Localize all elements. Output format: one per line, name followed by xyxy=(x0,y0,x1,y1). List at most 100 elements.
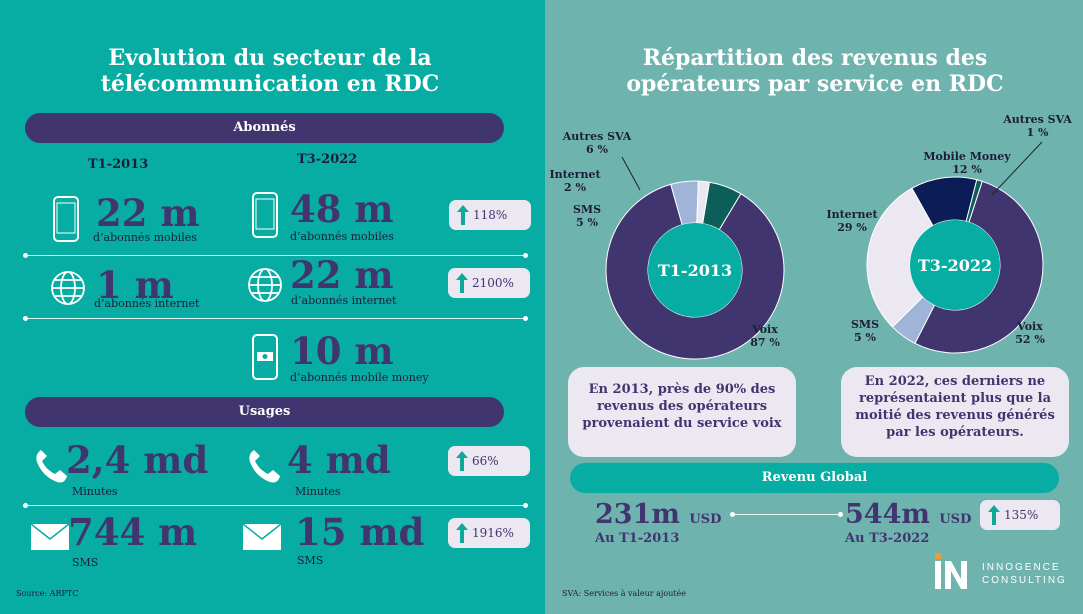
revenue-growth-value: 135% xyxy=(1004,508,1039,522)
internet-2013-value: 1 m xyxy=(96,263,174,307)
revenue-growth-badge: 135% xyxy=(980,500,1060,530)
revenue-connector xyxy=(732,514,840,515)
mobile-2022-label: d’abonnés mobiles xyxy=(290,230,394,243)
arrow-up-icon xyxy=(988,505,1000,525)
divider xyxy=(25,255,525,256)
internet-2022-value: 22 m xyxy=(290,253,394,297)
sms-2022-value: 15 md xyxy=(295,510,425,554)
donut-center xyxy=(648,223,742,317)
minutes-growth-value: 66% xyxy=(472,454,499,468)
minutes-2013-label: Minutes xyxy=(72,485,118,498)
revenue-2022-unit: USD xyxy=(939,512,972,527)
revenue-panel: Répartition des revenus des opérateurs p… xyxy=(545,0,1083,614)
mobile-2013-label: d’abonnés mobiles xyxy=(93,231,197,244)
donut-center xyxy=(910,220,1000,310)
revenue-2013-value: 231m xyxy=(595,499,680,530)
label-sms-2013: SMS 5 % xyxy=(572,203,602,229)
envelope-icon xyxy=(31,524,69,550)
label-voix-2022: Voix 52 % xyxy=(1015,320,1045,346)
right-title-line2: opérateurs par service en RDC xyxy=(626,71,1004,97)
left-title-line2: télécommunication en RDC xyxy=(100,71,440,97)
divider-dot xyxy=(23,253,28,258)
label-autres-sva-2022: Autres SVA 1 % xyxy=(1003,113,1072,139)
money-2022-value: 10 m xyxy=(290,329,394,373)
label-sms-2022: SMS 5 % xyxy=(850,318,880,344)
smartphone-icon xyxy=(53,196,79,242)
logo-line2: CONSULTING xyxy=(982,575,1067,586)
donut-chart-2022: T3-2022 xyxy=(866,176,1044,354)
divider xyxy=(25,318,525,319)
minutes-2022-label: Minutes xyxy=(295,485,341,498)
donut-center-label: T1-2013 xyxy=(658,261,732,280)
donut-chart-2013: T1-2013 xyxy=(605,180,785,360)
divider-dot xyxy=(523,316,528,321)
logo-line1: INNOGENCE xyxy=(982,562,1061,573)
leader-line xyxy=(621,156,641,191)
globe-icon xyxy=(51,271,85,305)
phone-icon xyxy=(249,450,280,483)
note-2013: En 2013, près de 90% des revenus des opé… xyxy=(568,367,796,457)
money-2022-label: d’abonnés mobile money xyxy=(290,371,429,384)
arrow-up-icon xyxy=(456,273,468,293)
logo-text: INNOGENCE CONSULTING xyxy=(982,561,1067,587)
mobile-2022-value: 48 m xyxy=(290,187,394,231)
sms-2013-label: SMS xyxy=(72,556,99,569)
minutes-growth-badge: 66% xyxy=(448,446,530,476)
subscribers-panel: Evolution du secteur de la télécommunica… xyxy=(0,0,545,614)
revenue-2022-period: Au T3-2022 xyxy=(845,531,930,546)
divider-dot xyxy=(730,512,735,517)
mobile-growth-badge: 118% xyxy=(449,200,531,230)
note-2022: En 2022, ces derniers ne représentaient … xyxy=(841,367,1069,457)
sva-footnote: SVA: Services à valeur ajoutée xyxy=(562,589,687,598)
revenue-2013-unit: USD xyxy=(689,512,722,527)
revenue-2022: 544m USD xyxy=(845,499,971,530)
revenue-2013: 231m USD xyxy=(595,499,721,530)
smartphone-icon xyxy=(252,192,278,238)
minutes-2022-value: 4 md xyxy=(287,438,391,482)
arrow-up-icon xyxy=(456,523,468,543)
revenue-2022-value: 544m xyxy=(845,499,930,530)
source-note: Source: ARPTC xyxy=(16,589,79,598)
arrow-up-icon xyxy=(456,451,468,471)
left-title-line1: Evolution du secteur de la xyxy=(108,45,432,71)
sms-2022-label: SMS xyxy=(297,554,324,567)
label-mobile-money-2022: Mobile Money 12 % xyxy=(923,150,1011,176)
label-autres-sva-2013: Autres SVA 6 % xyxy=(562,130,632,156)
innogence-logo-icon xyxy=(935,553,967,589)
donut-center-label: T3-2022 xyxy=(918,256,992,275)
internet-2022-label: d’abonnés internet xyxy=(291,294,397,307)
col-header-2022: T3-2022 xyxy=(297,152,358,167)
divider-dot xyxy=(23,503,28,508)
mobile-money-icon xyxy=(252,334,278,380)
phone-icon xyxy=(36,450,67,483)
label-internet-2022: Internet 29 % xyxy=(826,208,878,234)
sms-2013-value: 744 m xyxy=(68,510,198,554)
envelope-icon xyxy=(243,524,281,550)
revenu-global-header: Revenu Global xyxy=(570,463,1059,493)
sms-growth-value: 1916% xyxy=(472,526,514,540)
minutes-2013-value: 2,4 md xyxy=(66,438,209,482)
divider xyxy=(25,505,525,506)
usages-header: Usages xyxy=(25,397,504,427)
sms-growth-badge: 1916% xyxy=(448,518,530,548)
arrow-up-icon xyxy=(457,205,469,225)
leader-line xyxy=(991,141,1043,196)
internet-2013-label: d’abonnés internet xyxy=(94,297,200,310)
abonnes-header: Abonnés xyxy=(25,113,504,143)
divider-dot xyxy=(523,253,528,258)
globe-icon xyxy=(248,268,282,302)
internet-growth-value: 2100% xyxy=(472,276,514,290)
internet-growth-badge: 2100% xyxy=(448,268,530,298)
left-title: Evolution du secteur de la télécommunica… xyxy=(40,45,500,97)
divider-dot xyxy=(523,503,528,508)
divider-dot xyxy=(23,316,28,321)
divider-dot xyxy=(838,512,843,517)
right-title: Répartition des revenus des opérateurs p… xyxy=(580,45,1050,97)
mobile-2013-value: 22 m xyxy=(96,191,200,235)
revenue-2013-period: Au T1-2013 xyxy=(595,531,680,546)
col-header-2013: T1-2013 xyxy=(88,157,149,172)
label-internet-2013: Internet 2 % xyxy=(549,168,601,194)
right-title-line1: Répartition des revenus des xyxy=(642,45,988,71)
label-voix-2013: Voix 87 % xyxy=(750,323,780,349)
mobile-growth-value: 118% xyxy=(473,208,508,222)
